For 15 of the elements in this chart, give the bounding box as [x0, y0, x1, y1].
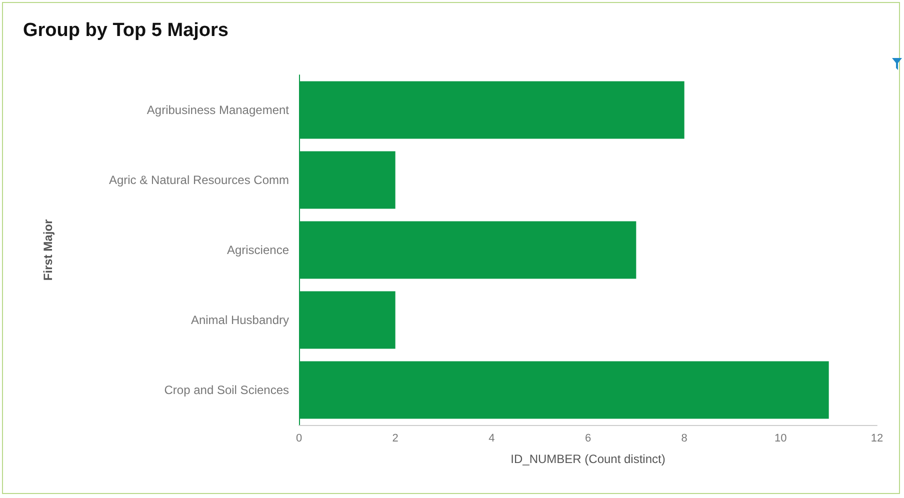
y-tick-label: Animal Husbandry	[190, 313, 289, 327]
x-tick-label: 2	[392, 432, 398, 444]
text: Group by Top 5 Majors	[23, 20, 228, 41]
x-tick-label: 10	[774, 432, 787, 444]
y-tick-label: Agric & Natural Resources Comm	[108, 173, 289, 187]
x-tick-label: 12	[870, 432, 884, 444]
x-tick-label: 8	[681, 432, 688, 444]
y-axis-title: First Major	[41, 219, 55, 281]
y-tick-label: Agribusiness Management	[146, 103, 290, 117]
x-tick-label: 4	[488, 432, 495, 444]
x-tick-label: 0	[296, 432, 302, 444]
x-tick-label: 6	[584, 432, 592, 444]
y-tick-label: Agriscience	[226, 243, 290, 257]
y-tick-label: Crop and Soil Sciences	[164, 383, 289, 397]
x-axis-title: ID_NUMBER (Count distinct)	[510, 452, 666, 466]
